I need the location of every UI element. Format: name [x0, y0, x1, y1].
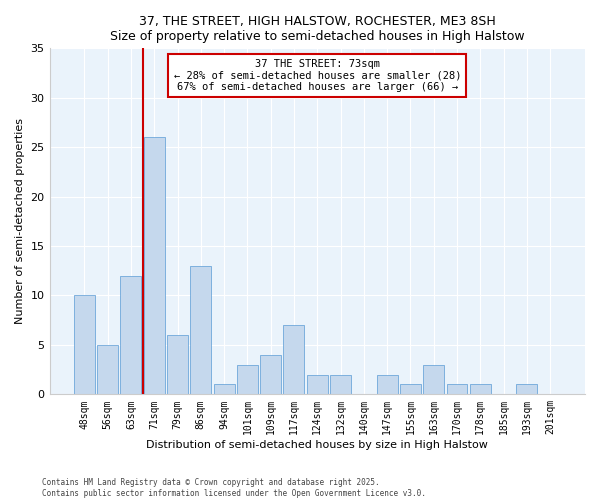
Bar [330, 374, 351, 394]
Title: 37, THE STREET, HIGH HALSTOW, ROCHESTER, ME3 8SH
Size of property relative to se: 37, THE STREET, HIGH HALSTOW, ROCHESTER,… [110, 15, 524, 43]
Bar [167, 335, 188, 394]
Bar [260, 355, 281, 395]
Y-axis label: Number of semi-detached properties: Number of semi-detached properties [15, 118, 25, 324]
Bar [237, 364, 258, 394]
Bar [121, 276, 142, 394]
Bar [214, 384, 235, 394]
Bar [190, 266, 211, 394]
Bar [377, 374, 398, 394]
Text: 37 THE STREET: 73sqm
← 28% of semi-detached houses are smaller (28)
67% of semi-: 37 THE STREET: 73sqm ← 28% of semi-detac… [173, 58, 461, 92]
Bar [97, 345, 118, 395]
Bar [144, 138, 165, 394]
Bar [446, 384, 467, 394]
Bar [423, 364, 444, 394]
Text: Contains HM Land Registry data © Crown copyright and database right 2025.
Contai: Contains HM Land Registry data © Crown c… [42, 478, 426, 498]
Bar [307, 374, 328, 394]
Bar [470, 384, 491, 394]
Bar [283, 325, 304, 394]
Bar [517, 384, 538, 394]
Bar [400, 384, 421, 394]
X-axis label: Distribution of semi-detached houses by size in High Halstow: Distribution of semi-detached houses by … [146, 440, 488, 450]
Bar [74, 296, 95, 394]
